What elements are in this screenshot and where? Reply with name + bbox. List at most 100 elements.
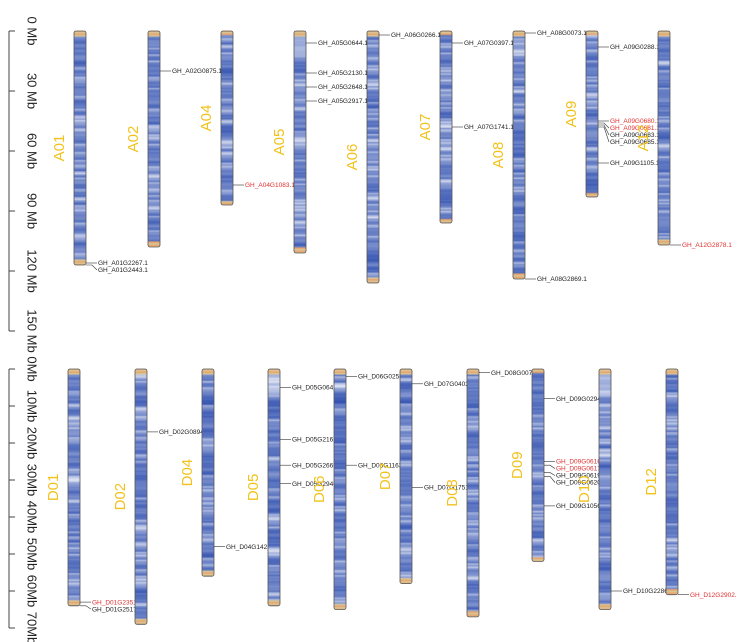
gene-label: GH_D01G2351.1	[92, 599, 143, 606]
chromosome-outline	[67, 368, 81, 607]
gene-leader-line	[598, 126, 610, 143]
chromosome-outline	[512, 30, 526, 280]
scale-tick-label: 60 Mb	[25, 133, 40, 169]
chromosome-body	[586, 31, 598, 197]
chromosome-d12: D12 GH_D12G2902.1	[643, 368, 737, 599]
gene-label: GH_D10G2286.1	[623, 588, 674, 595]
chromosome-name: A04	[198, 105, 215, 132]
gene-label: GH_A01G2267.1	[98, 260, 148, 267]
chromosome-outline	[466, 368, 480, 618]
gene-label: GH_A09G0683.1	[610, 132, 660, 139]
chromosome-name: D10	[576, 475, 593, 503]
chromosome-a12: A12 GH_A12G2878.1	[635, 30, 732, 249]
chromosome-a09: A09 GH_A09G0288.1 GH_A09G0680.1GH_A09G0681…	[563, 30, 660, 198]
gene-leader-line	[598, 124, 610, 136]
chromosome-name: D02	[112, 483, 129, 511]
chromosome-outline	[399, 368, 413, 585]
gene-label: GH_D12G2902.1	[690, 592, 737, 599]
chromosome-a05: A05 GH_A05G0644.1 GH_A05G2130.1 GH_A05G2648…	[271, 30, 368, 254]
gene-label: GH_D04G1421.1	[226, 544, 277, 551]
scale-tick-label: 90 Mb	[25, 193, 40, 229]
chromosome-body	[440, 31, 452, 223]
chromosome-name: A08	[490, 142, 507, 169]
chromosome-layer: A01 GH_A01G2267.1GH_A01G2443.1 A02 GH_A02G0…	[45, 30, 737, 625]
scale-tick-label: 40Mb	[25, 501, 40, 534]
gene-leader-line	[80, 605, 92, 610]
chromosome-outline	[293, 30, 307, 254]
gene-label: GH_D09G0616.1	[556, 459, 607, 466]
chromosome-a07: A07 GH_A07G0397.1 GH_A07G1741.1	[417, 30, 514, 224]
chromosome-name: D01	[45, 474, 62, 502]
chromosome-body	[74, 31, 86, 265]
scale-tick-label: 20Mb	[25, 427, 40, 460]
chromosome-name: D05	[245, 474, 262, 502]
gene-label: GH_A04G1083.1	[245, 182, 295, 189]
chromosome-a02: A02 GH_A02G0875.1	[125, 30, 222, 248]
scale-tick-label: 30 Mb	[25, 73, 40, 109]
gene-label: GH_A05G2917.1	[318, 98, 368, 105]
chromosome-name: A06	[344, 144, 361, 171]
gene-label: GH_D09G0617.1	[556, 466, 607, 473]
gene-label: GH_A05G2648.1	[318, 84, 368, 91]
chromosome-d05: D05 GH_D05G0641.1 GH_D05G2161.1 GH_D05G2669…	[245, 368, 343, 607]
chromosome-name: D12	[643, 468, 660, 496]
gene-leader-line	[544, 464, 556, 469]
chromosome-body	[532, 369, 544, 562]
chromosome-name: D04	[179, 459, 196, 487]
chromosome-outline	[657, 30, 671, 246]
gene-label: GH_D06G0250.1	[358, 374, 409, 381]
chromosome-outline	[665, 368, 679, 596]
gene-label: GH_A09G0680.1	[610, 118, 660, 125]
gene-label: GH_A01G2443.1	[98, 267, 148, 274]
gene-label: GH_D07G1751.1	[424, 485, 475, 492]
chromosome-body	[221, 31, 233, 205]
gene-label: GH_A05G0644.1	[318, 40, 368, 47]
gene-label: GH_A07G1741.1	[464, 124, 514, 131]
scale-tick-label: 0Mb	[25, 356, 40, 381]
chromosome-name: D09	[509, 451, 526, 479]
chromosome-name: A01	[51, 135, 68, 162]
gene-label: GH_A12G2878.1	[682, 242, 732, 249]
scale-tick-label: 120 Mb	[25, 249, 40, 292]
scale-tick-label: 150 Mb	[25, 309, 40, 352]
chromosome-body	[148, 31, 160, 247]
chromosome-body	[658, 31, 670, 245]
chromosome-body	[202, 369, 214, 577]
gene-label: GH_A02G0875.1	[172, 68, 222, 75]
chromosome-name: D06	[311, 475, 328, 503]
chromosome-body	[367, 31, 379, 283]
chromosome-outline	[267, 368, 281, 607]
chromosome-body	[599, 369, 611, 610]
gene-label: GH_D05G2161.1	[292, 437, 343, 444]
chromosome-d10: D10 GH_D10G2286.1	[576, 368, 674, 610]
chromosome-outline	[333, 368, 347, 610]
gene-label: GH_A05G2130.1	[318, 70, 368, 77]
gene-label: GH_A09G1105.1	[610, 160, 660, 167]
gene-label: GH_A06G0266.1	[391, 32, 441, 39]
gene-label: GH_D09G0619.1	[556, 473, 607, 480]
gene-label: GH_D08G0076.1	[491, 370, 542, 377]
gene-label: GH_D06G1163.1	[358, 462, 408, 469]
chromosome-body	[294, 31, 306, 253]
chromosome-body	[268, 369, 280, 606]
scale-tick-label: 60Mb	[25, 575, 40, 608]
gene-label: GH_D05G2669.1	[292, 462, 343, 469]
gene-label: GH_D09G0620.1	[556, 480, 607, 487]
chromosome-a08: A08 GH_A08G0073.1 GH_A08G2869.1	[490, 30, 587, 283]
gene-label: GH_D09G1056.1	[556, 503, 607, 510]
scale-bar-d: 0Mb 10Mb 20Mb 30Mb 40Mb 50Mb 60Mb 70Mb	[8, 356, 40, 642]
scale-bar-a: 0 Mb 30 Mb 60 Mb 90 Mb 120 Mb 150 Mb	[8, 17, 40, 353]
gene-leader-line	[544, 472, 556, 476]
gene-label: GH_A09G0681.1	[610, 125, 660, 132]
gene-leader-line	[598, 122, 610, 129]
chromosome-outline	[598, 368, 612, 610]
chromosome-outline	[366, 30, 380, 284]
chromosome-d07: D07 GH_D07G0403.1 GH_D07G1751.1	[377, 368, 475, 585]
chromosome-outline	[201, 368, 215, 577]
chromosome-d06: D06 GH_D06G0250.1 GH_D06G1163.1	[311, 368, 409, 610]
gene-leader-line	[86, 264, 98, 271]
gene-label: GH_A09G0685.1	[610, 139, 660, 146]
chromosome-name: D07	[377, 463, 394, 491]
gene-label: GH_D05G2940.1	[292, 481, 343, 488]
chromosome-d04: D04 GH_D04G1421.1	[179, 368, 277, 577]
